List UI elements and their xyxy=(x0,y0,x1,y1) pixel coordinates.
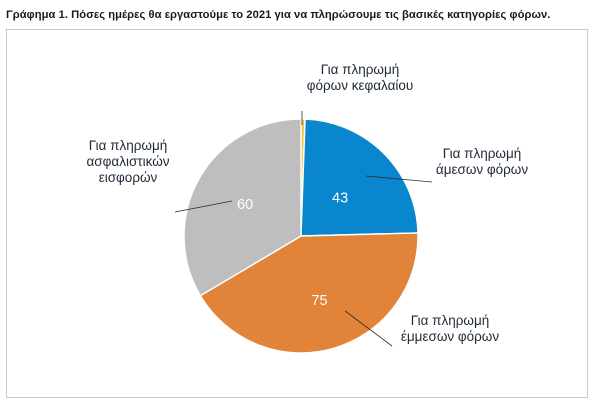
data-label: 75 xyxy=(311,293,327,309)
category-label: Για πληρωμή άμεσων φόρων xyxy=(436,146,528,177)
pie-slice xyxy=(199,232,419,354)
chart-title: Γράφημα 1. Πόσες ημέρες θα εργαστούμε το… xyxy=(6,9,551,21)
pie-slice xyxy=(183,118,302,297)
leader-line xyxy=(365,175,433,183)
category-label: Για πληρωμή φόρων κεφαλαίου xyxy=(307,62,414,93)
leader-line xyxy=(344,310,393,347)
data-label: 43 xyxy=(332,190,348,206)
leader-line xyxy=(174,200,233,213)
data-label: 60 xyxy=(237,197,253,213)
category-label: Για πληρωμή έμμεσων φόρων xyxy=(401,313,499,344)
plot-frame xyxy=(6,29,588,398)
pie-slice xyxy=(300,118,419,237)
category-label: Για πληρωμή ασφαλιστικών εισφορών xyxy=(87,138,170,185)
